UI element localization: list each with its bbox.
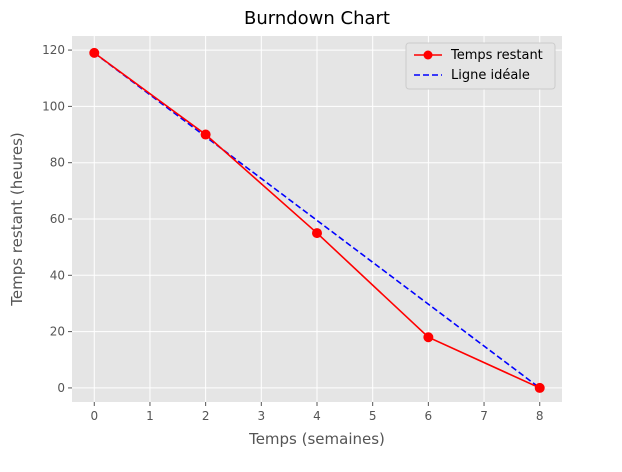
x-axis-label: Temps (semaines) [248, 430, 385, 448]
legend-box [405, 42, 556, 90]
legend-entry-ligne-ideale: Ligne idéale [451, 68, 530, 83]
x-tick-label: 7 [480, 409, 488, 423]
x-tick-label: 1 [146, 409, 154, 423]
x-tick-label: 0 [90, 409, 98, 423]
legend: Temps restant Ligne idéale [405, 42, 556, 90]
y-tick-label: 60 [50, 212, 65, 226]
chart-title: Burndown Chart [244, 8, 390, 29]
y-axis-label: Temps restant (heures) [8, 132, 26, 307]
y-tick-label: 120 [42, 43, 65, 57]
y-tick-label: 100 [42, 99, 65, 113]
x-tick-label: 3 [257, 409, 265, 423]
y-tick-label: 20 [50, 325, 65, 339]
series-line-ligne-ideale [93, 52, 541, 389]
y-tick-label: 40 [50, 268, 65, 282]
x-tick-label: 4 [313, 409, 321, 423]
series-layer [89, 47, 545, 393]
x-tick-label: 5 [369, 409, 377, 423]
legend-marker-temps-restant [423, 50, 433, 60]
x-tick-label: 2 [202, 409, 210, 423]
data-point [312, 228, 322, 239]
data-point [89, 47, 100, 58]
data-point [423, 332, 434, 343]
x-tick-label: 6 [425, 409, 433, 423]
y-tick-label: 0 [57, 381, 65, 395]
y-axis-ticks: 0 20 40 60 80 100 120 [42, 43, 72, 395]
x-tick-label: 8 [536, 409, 544, 423]
y-tick-label: 80 [50, 156, 65, 170]
data-point [534, 382, 545, 393]
data-point [200, 129, 211, 140]
legend-entry-temps-restant: Temps restant [450, 48, 543, 63]
x-axis-ticks: 0 1 2 3 4 5 6 7 8 [90, 402, 544, 423]
